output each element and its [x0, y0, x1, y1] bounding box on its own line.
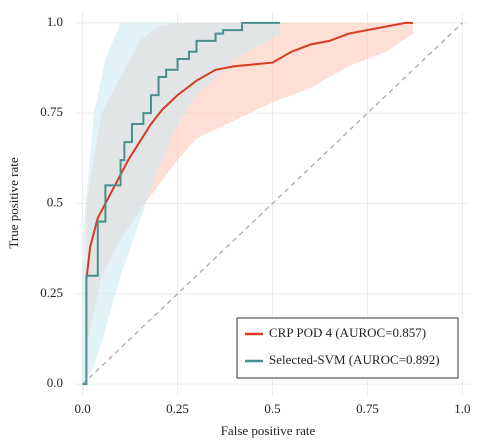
x-tick-label: 0.0 [74, 401, 90, 416]
confidence-band [82, 22, 281, 385]
x-tick-label: 0.75 [356, 401, 379, 416]
y-tick-label: 0.25 [40, 285, 63, 300]
y-tick-label: 1.0 [47, 14, 63, 29]
legend-label: Selected-SVM (AUROC=0.892) [269, 352, 440, 367]
roc-line [82, 21, 281, 386]
legend-box [236, 317, 459, 379]
x-tick-label: 1.0 [454, 401, 470, 416]
reference-diagonal [82, 22, 463, 385]
y-axis-title: True positive rate [6, 157, 21, 248]
x-axis-title: False positive rate [221, 423, 316, 438]
y-tick-label: 0.5 [47, 194, 63, 209]
x-tick-label: 0.5 [264, 401, 280, 416]
legend-label: CRP POD 4 (AUROC=0.857) [269, 325, 426, 340]
x-tick-label: 0.25 [166, 401, 189, 416]
y-tick-label: 0.75 [40, 104, 63, 119]
y-tick-label: 0.0 [47, 375, 63, 390]
roc-line [85, 21, 414, 280]
